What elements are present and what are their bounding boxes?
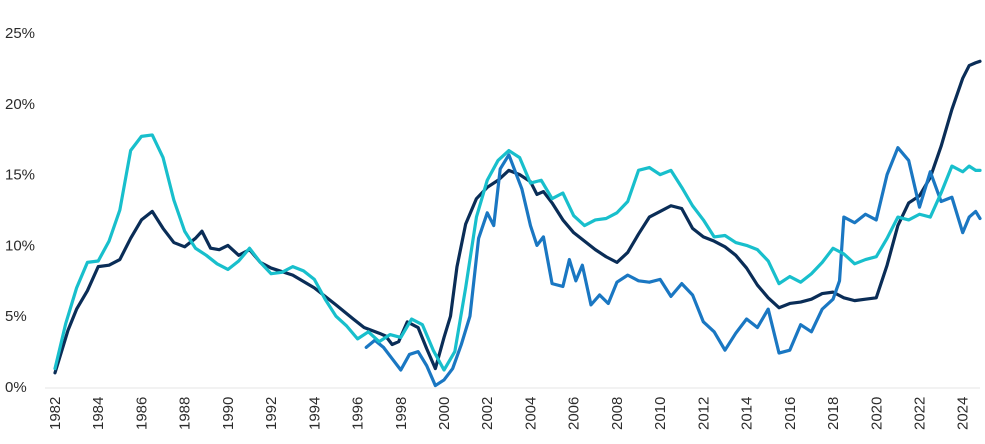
y-tick-label: 15% [5,167,35,184]
y-tick-label: 0% [5,379,27,396]
y-tick-label: 25% [5,25,35,42]
y-tick-label: 10% [5,237,35,254]
x-tick-label: 2014 [739,397,756,430]
x-tick-label: 2006 [566,397,583,430]
x-tick-label: 1998 [393,397,410,430]
series-line-1 [53,59,982,375]
x-tick-label: 2020 [868,397,885,430]
x-tick-label: 1990 [220,397,237,430]
series-line-3 [53,133,982,372]
x-tick-label: 2002 [479,397,496,430]
x-tick-label: 2004 [522,397,539,430]
y-tick-label: 20% [5,96,35,113]
x-tick-label: 1982 [47,397,64,430]
x-tick-label: 1992 [263,397,280,430]
x-tick-label: 1984 [90,397,107,430]
x-tick-label: 2010 [652,397,669,430]
x-tick-label: 2008 [609,397,626,430]
y-axis: 0% 5% 10% 15% 20% 25% [5,25,980,396]
x-tick-label: 1996 [350,397,367,430]
x-tick-label: 2000 [436,397,453,430]
x-tick-label: 2024 [955,397,972,430]
series-line-2 [364,146,982,388]
x-tick-label: 2018 [825,397,842,430]
plot-area [53,59,982,388]
x-tick-label: 2012 [695,397,712,430]
x-tick-label: 2022 [911,397,928,430]
x-tick-label: 1994 [306,397,323,430]
x-tick-label: 1986 [133,397,150,430]
x-axis: 1982 1984 1986 1988 1990 1992 1994 1996 1998 2000… [47,397,972,430]
y-tick-label: 5% [5,308,27,325]
x-tick-label: 1988 [177,397,194,430]
x-tick-label: 2016 [782,397,799,430]
